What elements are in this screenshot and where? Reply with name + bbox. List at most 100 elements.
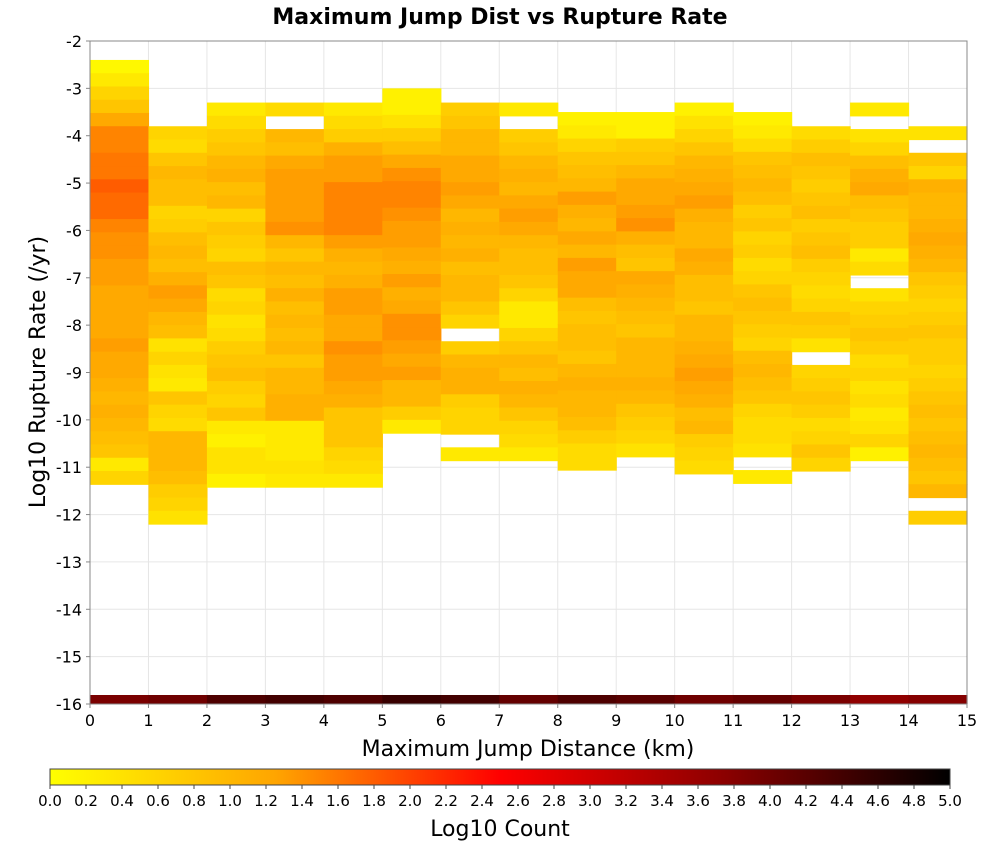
heatmap-cell bbox=[674, 381, 734, 395]
heatmap-cell bbox=[440, 407, 500, 422]
heatmap-cell bbox=[440, 288, 500, 303]
heatmap-cell bbox=[265, 288, 325, 303]
x-tick-label: 12 bbox=[781, 711, 801, 730]
heatmap-cell bbox=[499, 208, 559, 223]
colorbar-tick-label: 2.0 bbox=[398, 792, 422, 810]
heatmap-cell bbox=[499, 407, 559, 422]
heatmap-cell bbox=[440, 115, 500, 130]
heatmap-cell bbox=[908, 192, 968, 207]
heatmap-cell bbox=[323, 327, 383, 342]
heatmap-cell bbox=[850, 314, 910, 329]
heatmap-cell bbox=[850, 208, 910, 223]
heatmap-cell bbox=[557, 350, 617, 365]
heatmap-cell bbox=[499, 195, 559, 210]
heatmap-cell bbox=[791, 152, 851, 167]
heatmap-cell bbox=[791, 311, 851, 326]
heatmap-cell bbox=[908, 404, 968, 419]
heatmap-cell bbox=[148, 351, 208, 366]
heatmap-cell bbox=[850, 407, 910, 422]
heatmap-cell bbox=[850, 420, 910, 435]
heatmap-cell bbox=[440, 301, 500, 316]
heatmap-cell bbox=[557, 403, 617, 418]
heatmap-cell bbox=[850, 288, 910, 303]
y-axis-ticks: -2 -3 -4 -5 -6 -7 -8 -9 -10 -11 -12 -13 -14 -15 -16 bbox=[56, 32, 90, 714]
colorbar-tick-label: 4.6 bbox=[866, 792, 890, 810]
heatmap-cell bbox=[674, 434, 734, 448]
x-tick-label: 7 bbox=[494, 711, 504, 730]
heatmap-cell bbox=[265, 261, 325, 276]
heatmap-cell bbox=[733, 417, 793, 431]
heatmap-cell bbox=[850, 327, 910, 342]
heatmap-cell bbox=[440, 129, 500, 143]
heatmap-cell bbox=[206, 354, 266, 369]
heatmap-cell bbox=[206, 168, 266, 183]
heatmap-cell bbox=[557, 244, 617, 259]
heatmap-cell bbox=[674, 367, 734, 382]
y-tick-label: -14 bbox=[56, 600, 82, 619]
heatmap-cell bbox=[674, 314, 734, 329]
heatmap-cell bbox=[265, 434, 325, 448]
heatmap-cell bbox=[323, 473, 383, 488]
heatmap-cell bbox=[382, 340, 442, 355]
heatmap-cell bbox=[440, 142, 500, 157]
heatmap-cell bbox=[733, 257, 793, 272]
heatmap-cell bbox=[206, 407, 266, 422]
heatmap-cell bbox=[440, 235, 500, 250]
heatmap-cell bbox=[557, 363, 617, 378]
heatmap-cell-bottom bbox=[382, 695, 442, 704]
heatmap-cell bbox=[382, 380, 442, 394]
heatmap-cell bbox=[323, 261, 383, 276]
heatmap-cell bbox=[674, 221, 734, 236]
heatmap-cell bbox=[90, 404, 150, 419]
heatmap-cell bbox=[733, 363, 793, 378]
heatmap-cell bbox=[850, 381, 910, 395]
heatmap-cell bbox=[440, 182, 500, 196]
heatmap-cell bbox=[90, 232, 150, 247]
y-axis-label: Log10 Rupture Rate (/yr) bbox=[26, 236, 51, 508]
heatmap-cell bbox=[90, 205, 150, 220]
heatmap-cell bbox=[206, 473, 266, 488]
heatmap-cell bbox=[323, 195, 383, 210]
heatmap-cell bbox=[382, 353, 442, 368]
heatmap-cell bbox=[440, 221, 500, 236]
x-tick-label: 6 bbox=[436, 711, 446, 730]
heatmap-cell bbox=[90, 99, 150, 114]
heatmap-cell bbox=[382, 247, 442, 262]
heatmap-cell bbox=[674, 235, 734, 250]
heatmap-cell bbox=[265, 248, 325, 263]
heatmap-cell-bottom bbox=[499, 695, 559, 704]
heatmap-cell bbox=[148, 364, 208, 379]
heatmap-cell-bottom bbox=[674, 695, 734, 704]
heatmap-cell bbox=[265, 195, 325, 210]
heatmap-cell bbox=[850, 102, 910, 117]
colorbar-ticks: 0.0 0.2 0.4 0.6 0.8 1.0 1.2 1.4 1.6 1.8 2.0 2.2 2.4 2… bbox=[38, 785, 962, 810]
heatmap-cell bbox=[499, 102, 559, 117]
heatmap-cell bbox=[90, 298, 150, 313]
colorbar-tick-label: 5.0 bbox=[938, 792, 962, 810]
heatmap-cell bbox=[206, 182, 266, 196]
y-tick-label: -9 bbox=[66, 364, 82, 383]
heatmap-cell bbox=[440, 314, 500, 329]
heatmap-cell-bottom bbox=[908, 695, 968, 704]
heatmap-cell bbox=[440, 394, 500, 409]
heatmap-cell bbox=[791, 298, 851, 313]
heatmap-cell bbox=[674, 327, 734, 342]
heatmap-cell bbox=[499, 327, 559, 342]
heatmap-cell-bottom bbox=[90, 695, 150, 704]
x-tick-label: 1 bbox=[143, 711, 153, 730]
heatmap-cell bbox=[323, 221, 383, 236]
heatmap-cell bbox=[323, 420, 383, 435]
heatmap-cell bbox=[440, 261, 500, 276]
heatmap-cell bbox=[733, 138, 793, 153]
heatmap-cell bbox=[382, 313, 442, 328]
heatmap-cell bbox=[908, 338, 968, 353]
heatmap-cell bbox=[382, 234, 442, 249]
heatmap-cell bbox=[733, 231, 793, 246]
heatmap-cell bbox=[382, 167, 442, 182]
colorbar-tick-label: 2.4 bbox=[470, 792, 494, 810]
colorbar-tick-label: 0.8 bbox=[182, 792, 206, 810]
heatmap-cell bbox=[557, 138, 617, 153]
heatmap-cell bbox=[791, 285, 851, 300]
heatmap-cell bbox=[908, 431, 968, 446]
heatmap-cell bbox=[148, 378, 208, 393]
